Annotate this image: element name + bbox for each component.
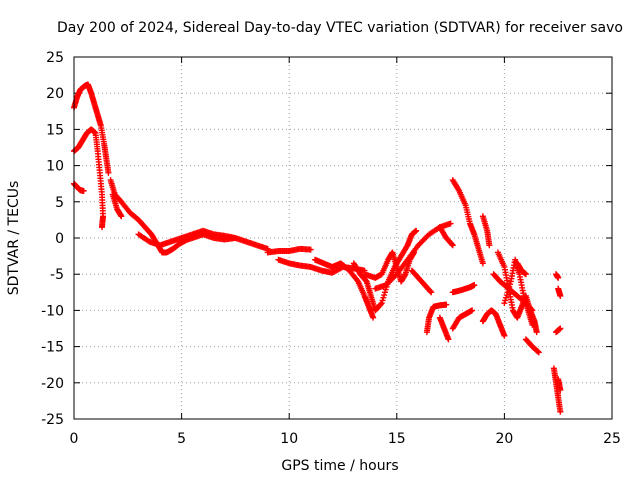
series-arc-1 xyxy=(71,81,112,176)
x-tick-label: 0 xyxy=(70,431,79,447)
data-point-marker xyxy=(98,224,105,231)
data-point-marker xyxy=(503,292,510,299)
y-tick-label: 15 xyxy=(46,122,64,138)
data-point-marker xyxy=(381,289,388,296)
series-arc-5 xyxy=(109,191,125,220)
y-tick-label: -15 xyxy=(41,340,64,356)
data-point-marker xyxy=(469,307,476,314)
data-point-marker xyxy=(502,297,509,304)
series-arc-30 xyxy=(553,325,564,336)
data-point-marker xyxy=(378,300,385,307)
series-arc-32 xyxy=(555,376,564,394)
y-tick-label: 5 xyxy=(55,195,64,211)
data-point-marker xyxy=(80,187,87,194)
data-point-marker xyxy=(503,294,510,301)
series-arc-27 xyxy=(522,336,542,356)
data-point-marker xyxy=(505,286,512,293)
data-point-marker xyxy=(557,387,564,394)
chart-title: Day 200 of 2024, Sidereal Day-to-day VTE… xyxy=(57,20,623,36)
series-arc-8 xyxy=(264,245,314,256)
data-point-marker xyxy=(557,408,564,415)
series-arc-17 xyxy=(436,314,452,343)
series-arc-2 xyxy=(71,126,107,231)
data-point-marker xyxy=(307,246,314,253)
data-point-marker xyxy=(471,282,478,289)
x-tick-label: 15 xyxy=(388,431,406,447)
series-arc-25 xyxy=(501,256,536,328)
y-tick-label: -25 xyxy=(41,412,64,428)
data-point-marker xyxy=(377,301,384,308)
data-point-marker xyxy=(501,300,508,307)
data-point-marker xyxy=(447,220,454,227)
series-arc-13 xyxy=(372,220,454,292)
data-point-marker xyxy=(557,292,564,299)
x-tick-label: 20 xyxy=(495,431,513,447)
data-point-marker xyxy=(380,294,387,301)
x-axis-label: GPS time / hours xyxy=(281,458,398,474)
data-point-marker xyxy=(506,283,513,290)
grid-lines xyxy=(74,57,612,419)
data-point-marker xyxy=(118,213,125,220)
data-point-marker xyxy=(428,289,435,296)
series-arc-18 xyxy=(449,307,476,332)
series-arc-7 xyxy=(178,231,239,245)
plot-frame xyxy=(73,56,613,420)
data-point-marker xyxy=(381,292,388,299)
series-arc-21 xyxy=(479,213,493,249)
data-point-marker xyxy=(443,301,450,308)
series-arc-10 xyxy=(312,256,377,321)
y-tick-label: 10 xyxy=(46,159,64,175)
series-arc-15 xyxy=(423,301,450,336)
data-point-marker xyxy=(486,242,493,249)
data-point-marker xyxy=(413,227,420,234)
y-tick-label: 25 xyxy=(46,50,64,66)
axis-ticks: 0 5 10 15 20 25 25 20 15 10 5 0 -5 -10 -15 -20 -25 xyxy=(41,50,621,447)
data-point-marker xyxy=(449,242,456,249)
data-point-marker xyxy=(507,281,514,288)
x-tick-label: 5 xyxy=(177,431,186,447)
series-arc-19 xyxy=(449,282,478,296)
series-arc-16 xyxy=(436,224,456,249)
data-point-marker xyxy=(522,271,529,278)
y-tick-label: 20 xyxy=(46,86,64,102)
data-point-marker xyxy=(529,321,536,328)
series-arc-22 xyxy=(479,307,508,339)
series-arc-14 xyxy=(408,267,435,296)
data-point-marker xyxy=(448,241,455,248)
y-tick-label: -20 xyxy=(41,376,64,392)
data-point-marker xyxy=(105,169,112,176)
series-arc-20 xyxy=(449,177,486,267)
data-point-marker xyxy=(504,289,511,296)
y-axis-label: SDTVAR / TECUs xyxy=(6,181,22,296)
data-point-marker xyxy=(557,325,564,332)
x-tick-label: 25 xyxy=(603,431,621,447)
data-point-marker xyxy=(535,348,542,355)
y-tick-label: -10 xyxy=(41,303,64,319)
series-arc-29 xyxy=(555,285,564,299)
series-arc-28 xyxy=(553,271,562,281)
data-point-marker xyxy=(535,349,542,356)
data-point-marker xyxy=(232,235,239,241)
series-arc-3 xyxy=(71,180,87,194)
x-tick-label: 10 xyxy=(280,431,298,447)
data-point-marker xyxy=(370,314,377,321)
series-arc-26 xyxy=(514,260,529,278)
y-tick-label: -5 xyxy=(50,267,64,283)
y-tick-label: 0 xyxy=(55,231,64,247)
data-point-marker xyxy=(427,288,434,295)
data-point-marker xyxy=(533,329,540,336)
data-point-marker xyxy=(379,297,386,304)
data-point-marker xyxy=(555,274,562,281)
data-point-marker xyxy=(479,260,486,267)
data-point-marker xyxy=(501,332,508,339)
data-point-marker xyxy=(445,336,452,343)
data-points xyxy=(71,81,564,415)
